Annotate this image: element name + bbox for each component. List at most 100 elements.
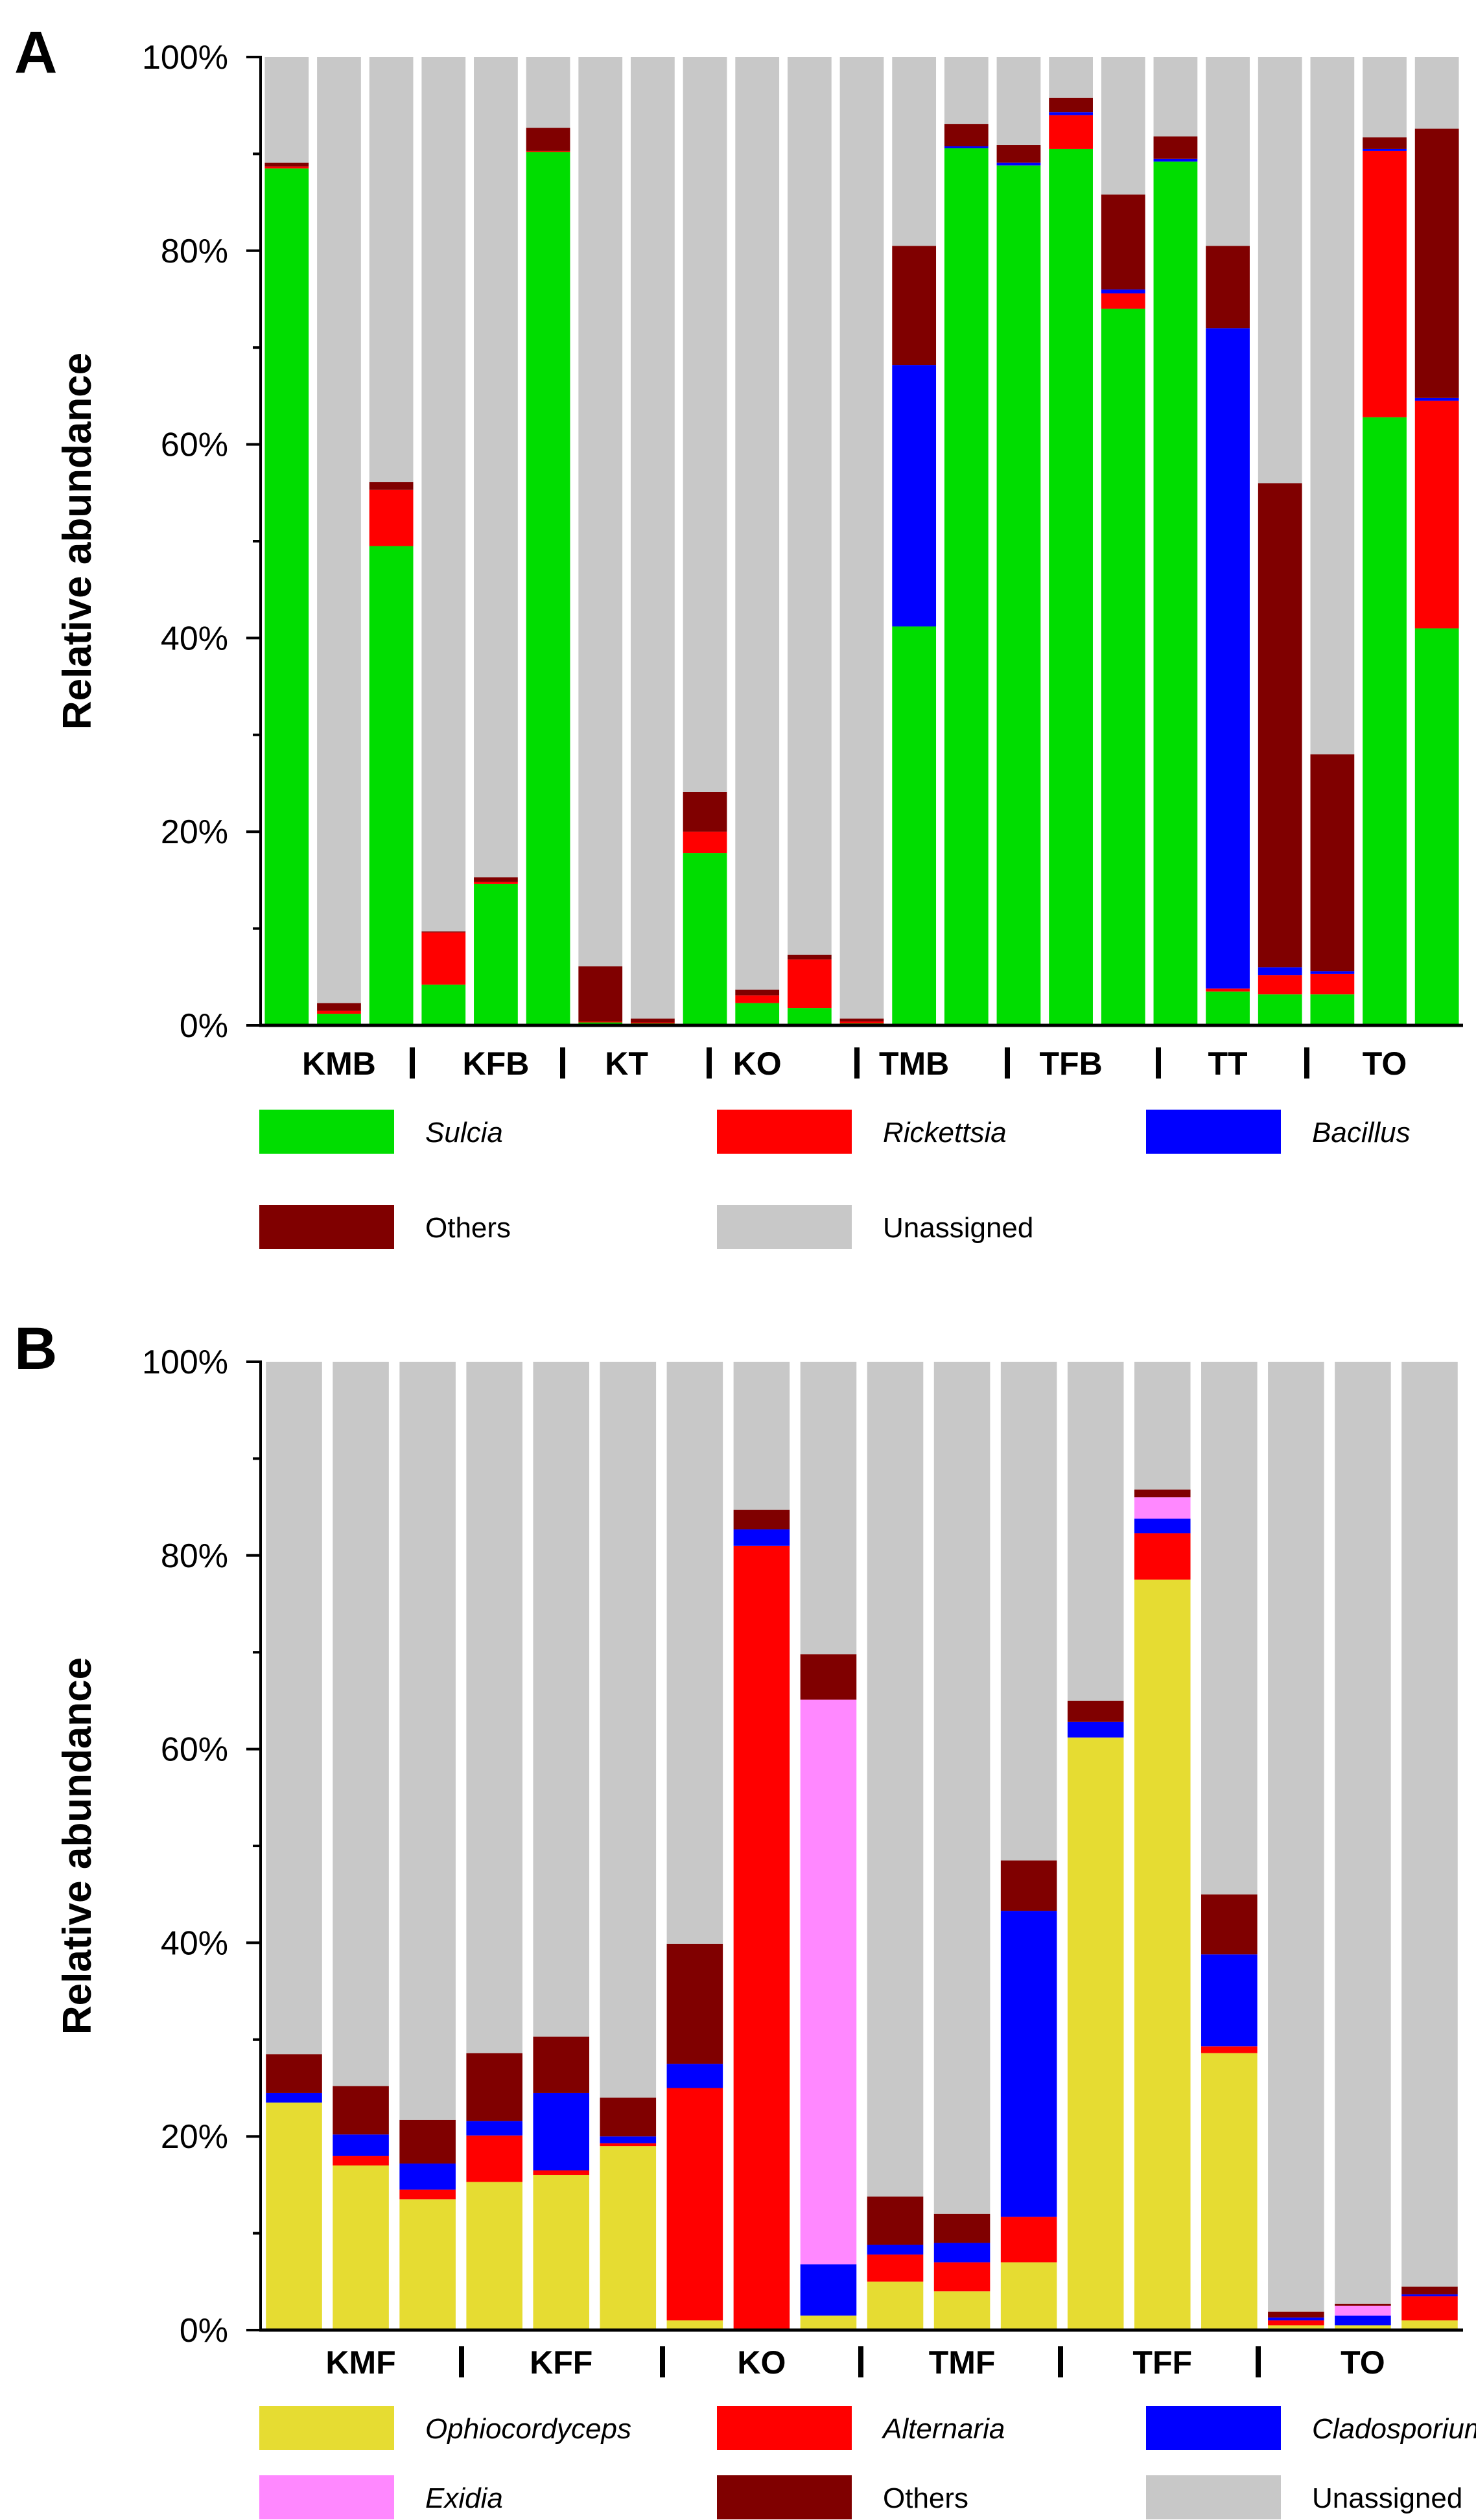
panel-b-legend-swatch-unassigned <box>1146 2475 1281 2519</box>
panel-a-bar-tfb-2-bacillus <box>1049 112 1093 115</box>
panel-b-legend-swatch-others <box>717 2475 852 2519</box>
panel-a-bars <box>264 57 1459 1026</box>
panel-a-legend-swatch-others <box>259 1205 394 1249</box>
panel-a-bar-kfb-1-rickettsia <box>421 932 466 985</box>
panel-b-bar-to-3-others <box>1401 2286 1458 2294</box>
panel-a-bar-kmb-2-sulcia <box>317 1014 361 1025</box>
panel-b-bar-kmf-1-ophiocordyceps <box>266 2102 322 2330</box>
panel-a-bar-tfb-2-sulcia <box>1049 148 1093 1026</box>
panel-b-bar-tmf-1-alternaria <box>867 2254 924 2282</box>
panel-a-bar-to-1-rickettsia <box>1310 974 1355 995</box>
panel-a-y-tick-label-100: 100% <box>142 39 228 76</box>
panel-b-bar-kmf-3-unassigned <box>399 1362 456 2120</box>
panel-b-group-separator <box>459 2346 464 2377</box>
panel-b-legend: Ophiocordyceps Alternaria Cladosporium Exid… <box>259 2406 1476 2519</box>
panel-a-bar-tfb-1-bacillus <box>996 162 1041 166</box>
panel-b-bar-tff-1-others <box>1067 1700 1124 1722</box>
panel-b-bar-kff-1-cladosporium <box>466 2121 522 2136</box>
panel-b-bar-tff-2-exidia <box>1134 1497 1191 1519</box>
panel-a-bar-tmb-1-others <box>839 1018 884 1022</box>
panel-b-bar-tff-2-ophiocordyceps <box>1134 1580 1191 2330</box>
panel-b-bar-kmf-1-unassigned <box>266 1362 322 2055</box>
panel-a-bar-to-2-sulcia <box>1363 417 1407 1025</box>
panel-a-bar-tfb-1-sulcia <box>996 165 1041 1025</box>
panel-b-bars <box>266 1362 1458 2330</box>
panel-b-x-group-label-to: TO <box>1341 2344 1385 2381</box>
panel-b-bar-to-3-cladosporium <box>1401 2294 1458 2296</box>
panel-b-bar-tmf-2-ophiocordyceps <box>933 2291 990 2330</box>
panel-b-bar-ko-3-others <box>800 1654 857 1700</box>
panel-b-bar-tff-3-alternaria <box>1201 2046 1258 2053</box>
panel-b-bar-tff-1-cladosporium <box>1067 1721 1124 1738</box>
panel-a-y-tick-label-20: 20% <box>161 813 228 851</box>
panel-b-y-axis-label: Relative abundance <box>55 1657 100 2035</box>
panel-b-bar-tmf-2-unassigned <box>933 1362 990 2214</box>
panel-a-bar-kt-2-others <box>631 1018 675 1023</box>
panel-b-bar-tff-3-ophiocordyceps <box>1201 2053 1258 2330</box>
panel-a-bar-tt-2-bacillus <box>1206 328 1250 989</box>
panel-a-bar-ko-3-rickettsia <box>787 959 832 1009</box>
panel-a-bar-kmb-2-rickettsia <box>317 1010 361 1014</box>
panel-a-bar-kmb-2-others <box>317 1003 361 1011</box>
panel-b-bar-to-3-alternaria <box>1401 2296 1458 2321</box>
panel-b-legend-label-cladosporium: Cladosporium <box>1312 2413 1476 2445</box>
panel-b-x-group-label-kmf: KMF <box>325 2344 395 2381</box>
panel-a-bar-tfb-3-rickettsia <box>1101 293 1145 309</box>
panel-a-bar-tt-3-unassigned <box>1258 57 1302 484</box>
panel-b-bar-ko-1-ophiocordyceps <box>666 2320 723 2330</box>
panel-a-bar-kmb-1-others <box>264 162 309 167</box>
panel-b-legend-swatch-cladosporium <box>1146 2406 1281 2450</box>
panel-a-bar-tmb-1-unassigned <box>839 57 884 1019</box>
panel-b-bar-ko-1-cladosporium <box>666 2064 723 2088</box>
panel-a-bar-tfb-3-unassigned <box>1101 57 1145 195</box>
panel-b-bar-kff-1-unassigned <box>466 1362 522 2053</box>
panel-b-bar-kmf-2-others <box>333 2086 389 2135</box>
panel-b-bar-kff-2-ophiocordyceps <box>533 2175 590 2330</box>
panel-a-bar-kfb-2-rickettsia <box>474 881 518 884</box>
panel-a-bar-tmb-2-others <box>892 246 937 366</box>
panel-a-legend-label-rickettsia: Rickettsia <box>883 1117 1007 1149</box>
panel-b-bar-to-2-unassigned <box>1335 1362 1391 2304</box>
panel-b-bar-tff-3-cladosporium <box>1201 1954 1258 2047</box>
panel-a-legend-label-bacillus: Bacillus <box>1312 1117 1411 1149</box>
panel-b-bar-kmf-3-ophiocordyceps <box>399 2199 456 2330</box>
panel-a-bar-to-2-others <box>1363 137 1407 149</box>
panel-a-bar-tfb-2-others <box>1049 97 1093 113</box>
panel-a-legend-swatch-sulcia <box>259 1110 394 1154</box>
panel-b-bar-to-2-cladosporium <box>1335 2315 1391 2326</box>
panel-b-bar-to-1-cladosporium <box>1268 2317 1324 2321</box>
panel-b-bar-tmf-1-cladosporium <box>867 2245 924 2255</box>
panel-b-bar-tmf-3-alternaria <box>1000 2217 1057 2263</box>
panel-b-x-group-label-tmf: TMF <box>929 2344 996 2381</box>
panel-b-bar-kff-3-unassigned <box>600 1362 657 2098</box>
panel-a-bar-ko-3-sulcia <box>787 1008 832 1025</box>
panel-b-bar-tmf-3-others <box>1000 1860 1057 1911</box>
panel-a-x-group-label-tt: TT <box>1208 1045 1248 1082</box>
panel-a-bar-kmb-3-sulcia <box>369 546 414 1025</box>
panel-a-bar-ko-3-others <box>787 954 832 960</box>
panel-b-bar-kmf-2-unassigned <box>333 1362 389 2086</box>
panel-a-bar-to-1-sulcia <box>1310 994 1355 1025</box>
panel-a-group-separator <box>560 1047 565 1079</box>
panel-a-bar-kfb-1-others <box>421 931 466 933</box>
panel-b-bar-kff-1-ophiocordyceps <box>466 2182 522 2330</box>
panel-b-bar-ko-1-unassigned <box>666 1362 723 1944</box>
panel-a-bar-tt-2-sulcia <box>1206 991 1250 1025</box>
panel-a-y-tick-label-0: 0% <box>180 1007 228 1045</box>
panel-b-bar-tmf-1-ophiocordyceps <box>867 2281 924 2330</box>
panel-b-bar-to-3-unassigned <box>1401 1362 1458 2287</box>
panel-a-bar-tmb-3-unassigned <box>944 57 989 124</box>
panel-a-bar-to-2-rickettsia <box>1363 150 1407 417</box>
panel-a-legend-label-sulcia: Sulcia <box>425 1117 503 1149</box>
panel-a-group-separator <box>410 1047 415 1079</box>
panel-a-y-axis-label: Relative abundance <box>55 353 100 730</box>
panel-a-bar-kt-1-unassigned <box>578 57 623 966</box>
panel-b-bar-to-1-alternaria <box>1268 2320 1324 2326</box>
panel-a-bar-tt-1-sulcia <box>1153 161 1198 1025</box>
panel-a-legend-swatch-bacillus <box>1146 1110 1281 1154</box>
panel-a-bar-kt-1-others <box>578 966 623 1022</box>
panel-a-bar-tfb-3-sulcia <box>1101 309 1145 1026</box>
panel-a-bar-to-3-sulcia <box>1414 628 1459 1025</box>
panel-b-legend-swatch-ophiocordyceps <box>259 2406 394 2450</box>
panel-b-bar-kff-2-others <box>533 2036 590 2093</box>
